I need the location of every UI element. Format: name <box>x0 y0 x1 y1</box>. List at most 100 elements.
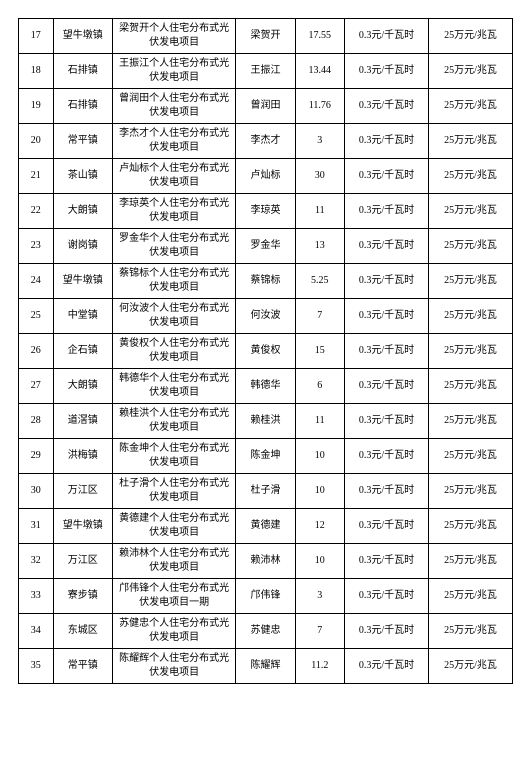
project-cell: 梁贺开个人住宅分布式光伏发电项目 <box>112 19 236 54</box>
table-row: 26企石镇黄俊权个人住宅分布式光伏发电项目黄俊权150.3元/千瓦时25万元/兆… <box>19 334 513 369</box>
table-row: 18石排镇王振江个人住宅分布式光伏发电项目王振江13.440.3元/千瓦时25万… <box>19 54 513 89</box>
subsidy-cell: 25万元/兆瓦 <box>428 299 512 334</box>
project-cell: 李琼英个人住宅分布式光伏发电项目 <box>112 194 236 229</box>
subsidy-cell: 25万元/兆瓦 <box>428 124 512 159</box>
rate-cell: 0.3元/千瓦时 <box>345 229 429 264</box>
project-cell: 黄俊权个人住宅分布式光伏发电项目 <box>112 334 236 369</box>
table-row: 30万江区杜子滑个人住宅分布式光伏发电项目杜子滑100.3元/千瓦时25万元/兆… <box>19 474 513 509</box>
project-cell: 陈耀辉个人住宅分布式光伏发电项目 <box>112 649 236 684</box>
capacity-cell: 17.55 <box>295 19 344 54</box>
capacity-cell: 12 <box>295 509 344 544</box>
rate-cell: 0.3元/千瓦时 <box>345 89 429 124</box>
subsidy-cell: 25万元/兆瓦 <box>428 509 512 544</box>
capacity-cell: 10 <box>295 474 344 509</box>
row-number: 31 <box>19 509 54 544</box>
row-number: 26 <box>19 334 54 369</box>
project-cell: 李杰才个人住宅分布式光伏发电项目 <box>112 124 236 159</box>
subsidy-cell: 25万元/兆瓦 <box>428 229 512 264</box>
rate-cell: 0.3元/千瓦时 <box>345 299 429 334</box>
person-cell: 梁贺开 <box>236 19 295 54</box>
person-cell: 赖沛林 <box>236 544 295 579</box>
person-cell: 邝伟锋 <box>236 579 295 614</box>
rate-cell: 0.3元/千瓦时 <box>345 19 429 54</box>
project-cell: 王振江个人住宅分布式光伏发电项目 <box>112 54 236 89</box>
row-number: 24 <box>19 264 54 299</box>
table-row: 23谢岗镇罗金华个人住宅分布式光伏发电项目罗金华130.3元/千瓦时25万元/兆… <box>19 229 513 264</box>
capacity-cell: 15 <box>295 334 344 369</box>
row-number: 29 <box>19 439 54 474</box>
person-cell: 韩德华 <box>236 369 295 404</box>
table-row: 34东城区苏健忠个人住宅分布式光伏发电项目苏健忠70.3元/千瓦时25万元/兆瓦 <box>19 614 513 649</box>
person-cell: 陈耀辉 <box>236 649 295 684</box>
capacity-cell: 13 <box>295 229 344 264</box>
project-cell: 何汝波个人住宅分布式光伏发电项目 <box>112 299 236 334</box>
person-cell: 苏健忠 <box>236 614 295 649</box>
town-cell: 道滘镇 <box>53 404 112 439</box>
person-cell: 杜子滑 <box>236 474 295 509</box>
person-cell: 陈金坤 <box>236 439 295 474</box>
town-cell: 东城区 <box>53 614 112 649</box>
subsidy-cell: 25万元/兆瓦 <box>428 544 512 579</box>
person-cell: 赖桂洪 <box>236 404 295 439</box>
rate-cell: 0.3元/千瓦时 <box>345 124 429 159</box>
person-cell: 李琼英 <box>236 194 295 229</box>
row-number: 20 <box>19 124 54 159</box>
capacity-cell: 11.76 <box>295 89 344 124</box>
row-number: 21 <box>19 159 54 194</box>
project-cell: 卢灿标个人住宅分布式光伏发电项目 <box>112 159 236 194</box>
town-cell: 望牛墩镇 <box>53 264 112 299</box>
capacity-cell: 7 <box>295 299 344 334</box>
person-cell: 黄俊权 <box>236 334 295 369</box>
town-cell: 万江区 <box>53 544 112 579</box>
person-cell: 王振江 <box>236 54 295 89</box>
rate-cell: 0.3元/千瓦时 <box>345 334 429 369</box>
project-cell: 罗金华个人住宅分布式光伏发电项目 <box>112 229 236 264</box>
table-row: 25中堂镇何汝波个人住宅分布式光伏发电项目何汝波70.3元/千瓦时25万元/兆瓦 <box>19 299 513 334</box>
project-cell: 赖桂洪个人住宅分布式光伏发电项目 <box>112 404 236 439</box>
capacity-cell: 3 <box>295 579 344 614</box>
town-cell: 常平镇 <box>53 124 112 159</box>
row-number: 19 <box>19 89 54 124</box>
row-number: 30 <box>19 474 54 509</box>
capacity-cell: 10 <box>295 439 344 474</box>
town-cell: 中堂镇 <box>53 299 112 334</box>
project-cell: 蔡锦标个人住宅分布式光伏发电项目 <box>112 264 236 299</box>
table-row: 21茶山镇卢灿标个人住宅分布式光伏发电项目卢灿标300.3元/千瓦时25万元/兆… <box>19 159 513 194</box>
row-number: 23 <box>19 229 54 264</box>
subsidy-table: 17望牛墩镇梁贺开个人住宅分布式光伏发电项目梁贺开17.550.3元/千瓦时25… <box>18 18 513 684</box>
table-row: 33寮步镇邝伟锋个人住宅分布式光伏发电项目一期邝伟锋30.3元/千瓦时25万元/… <box>19 579 513 614</box>
table-row: 28道滘镇赖桂洪个人住宅分布式光伏发电项目赖桂洪110.3元/千瓦时25万元/兆… <box>19 404 513 439</box>
subsidy-cell: 25万元/兆瓦 <box>428 474 512 509</box>
subsidy-cell: 25万元/兆瓦 <box>428 89 512 124</box>
table-body: 17望牛墩镇梁贺开个人住宅分布式光伏发电项目梁贺开17.550.3元/千瓦时25… <box>19 19 513 684</box>
subsidy-cell: 25万元/兆瓦 <box>428 579 512 614</box>
town-cell: 大朗镇 <box>53 369 112 404</box>
rate-cell: 0.3元/千瓦时 <box>345 474 429 509</box>
capacity-cell: 6 <box>295 369 344 404</box>
capacity-cell: 10 <box>295 544 344 579</box>
subsidy-cell: 25万元/兆瓦 <box>428 159 512 194</box>
subsidy-cell: 25万元/兆瓦 <box>428 54 512 89</box>
table-row: 24望牛墩镇蔡锦标个人住宅分布式光伏发电项目蔡锦标5.250.3元/千瓦时25万… <box>19 264 513 299</box>
subsidy-cell: 25万元/兆瓦 <box>428 264 512 299</box>
subsidy-cell: 25万元/兆瓦 <box>428 19 512 54</box>
subsidy-cell: 25万元/兆瓦 <box>428 404 512 439</box>
rate-cell: 0.3元/千瓦时 <box>345 404 429 439</box>
row-number: 32 <box>19 544 54 579</box>
capacity-cell: 13.44 <box>295 54 344 89</box>
subsidy-cell: 25万元/兆瓦 <box>428 649 512 684</box>
town-cell: 望牛墩镇 <box>53 19 112 54</box>
town-cell: 企石镇 <box>53 334 112 369</box>
town-cell: 大朗镇 <box>53 194 112 229</box>
subsidy-cell: 25万元/兆瓦 <box>428 439 512 474</box>
project-cell: 邝伟锋个人住宅分布式光伏发电项目一期 <box>112 579 236 614</box>
capacity-cell: 7 <box>295 614 344 649</box>
project-cell: 苏健忠个人住宅分布式光伏发电项目 <box>112 614 236 649</box>
project-cell: 赖沛林个人住宅分布式光伏发电项目 <box>112 544 236 579</box>
table-row: 19石排镇曾润田个人住宅分布式光伏发电项目曾润田11.760.3元/千瓦时25万… <box>19 89 513 124</box>
project-cell: 杜子滑个人住宅分布式光伏发电项目 <box>112 474 236 509</box>
person-cell: 曾润田 <box>236 89 295 124</box>
subsidy-cell: 25万元/兆瓦 <box>428 369 512 404</box>
capacity-cell: 5.25 <box>295 264 344 299</box>
row-number: 17 <box>19 19 54 54</box>
